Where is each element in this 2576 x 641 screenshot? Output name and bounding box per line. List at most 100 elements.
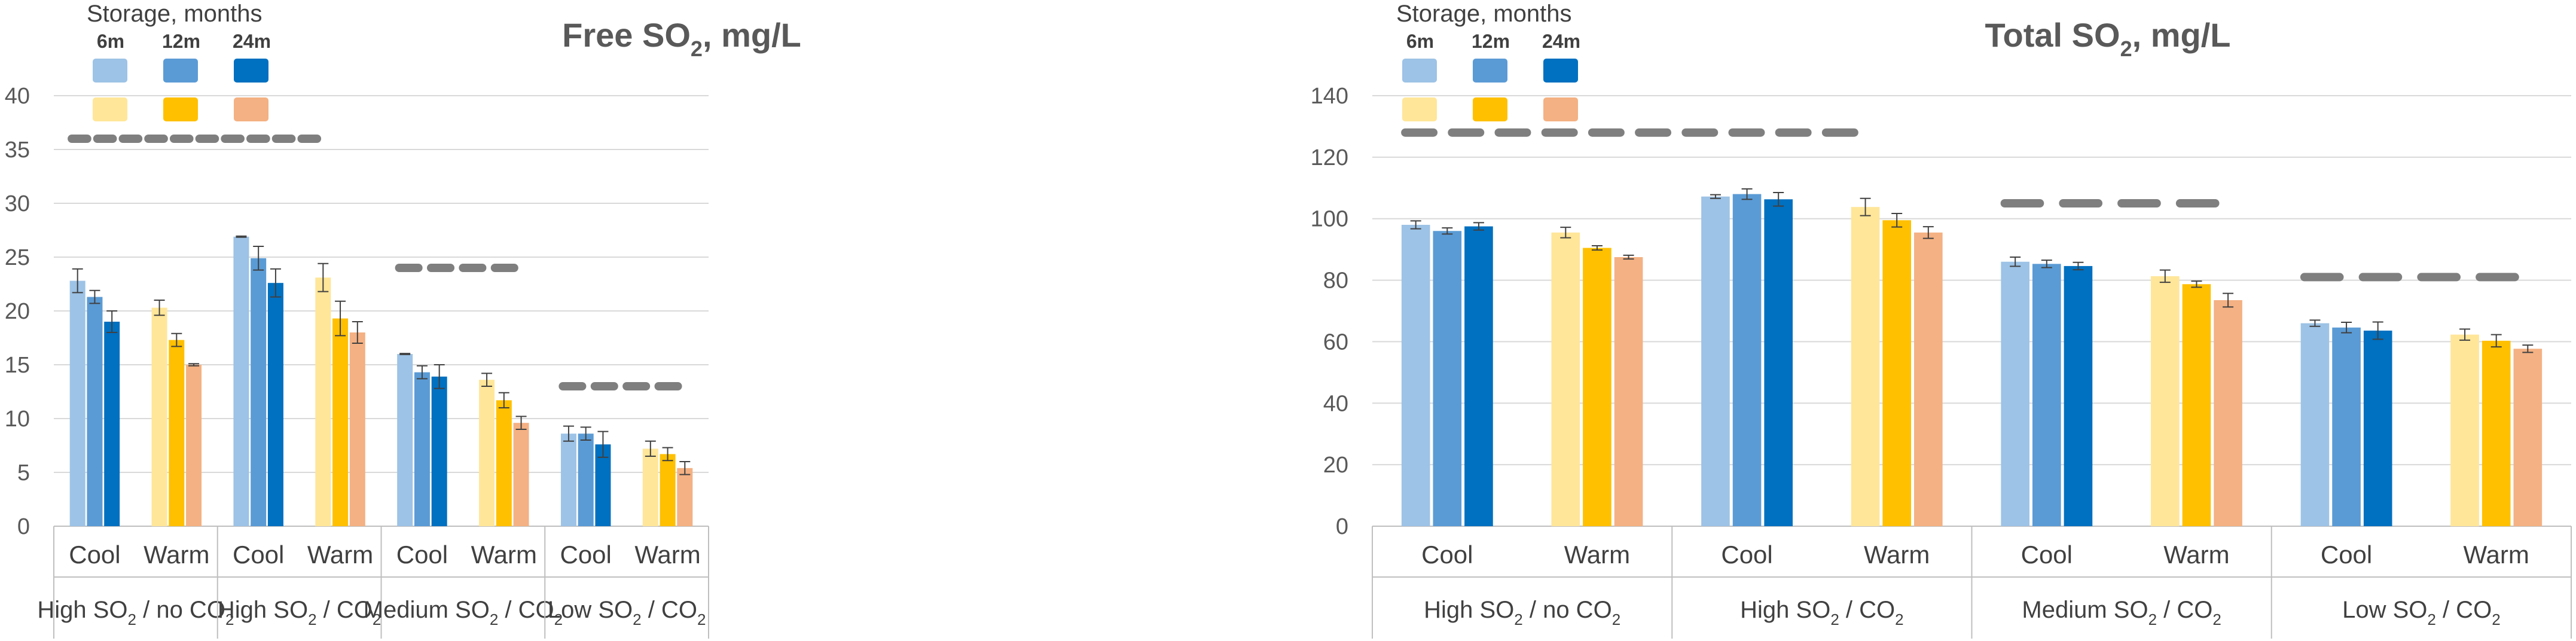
text-part: 2 <box>697 611 706 628</box>
y-tick-label: 40 <box>1323 391 1348 416</box>
group-label: High SO2 / no CO2 <box>1424 597 1620 628</box>
text-part: 2 <box>1830 611 1839 628</box>
category-label: Warm <box>1564 541 1630 569</box>
category-label: Cool <box>1721 541 1772 569</box>
bar <box>397 354 413 526</box>
legend-title: Storage, months <box>1396 1 1572 27</box>
y-tick-label: 25 <box>5 245 30 270</box>
y-tick-label: 140 <box>1311 84 1348 109</box>
bar <box>2001 261 2029 526</box>
legend-swatch-warm <box>1543 97 1578 121</box>
category-label: Cool <box>233 541 284 569</box>
bar <box>2064 265 2093 526</box>
y-tick-label: 80 <box>1323 268 1348 294</box>
bar <box>560 434 576 526</box>
bar <box>233 236 249 526</box>
category-label: Warm <box>144 541 209 569</box>
text-part: Low SO <box>548 597 633 623</box>
text-part: , mg/L <box>703 16 801 54</box>
legend-label: 24m <box>233 30 271 52</box>
group-label: High SO2 / no CO2 <box>37 597 234 628</box>
category-label: Cool <box>396 541 448 569</box>
category-label: Cool <box>560 541 611 569</box>
text-part: / CO <box>642 597 697 623</box>
category-label: Warm <box>2463 541 2529 569</box>
text-part: Low SO <box>2342 597 2427 623</box>
text-part: / CO <box>1839 597 1895 623</box>
bar <box>1914 232 1943 526</box>
bar <box>1401 225 1430 526</box>
text-part: 2 <box>633 611 641 628</box>
bar <box>2150 276 2180 526</box>
category-label: Cool <box>2321 541 2372 569</box>
group-label: High SO2 / CO2 <box>218 597 381 628</box>
bar <box>431 376 447 526</box>
bar <box>186 365 202 526</box>
bar <box>1464 226 1493 526</box>
text-part: High SO <box>1424 597 1514 623</box>
y-tick-label: 0 <box>1336 514 1348 539</box>
bar <box>2450 334 2479 526</box>
bar <box>1701 196 1730 527</box>
text-part: / no CO <box>1523 597 1612 623</box>
bar <box>513 423 529 526</box>
legend-swatch-cool <box>1402 59 1437 83</box>
category-label: Warm <box>307 541 373 569</box>
y-tick-label: 0 <box>17 514 30 539</box>
bar <box>104 322 120 526</box>
text-part: / no CO <box>136 597 225 623</box>
y-tick-label: 100 <box>1311 207 1348 232</box>
text-part: High SO <box>1740 597 1830 623</box>
text-part: , mg/L <box>2132 16 2231 54</box>
bar <box>1433 231 1462 526</box>
bar <box>2482 340 2511 526</box>
category-label: Warm <box>634 541 700 569</box>
y-tick-label: 10 <box>5 407 30 432</box>
legend-label: 12m <box>162 30 200 52</box>
bar <box>2513 349 2543 526</box>
text-part: 2 <box>1514 611 1522 628</box>
text-part: 2 <box>2427 611 2435 628</box>
bar <box>2032 264 2061 526</box>
text-part: / CO <box>317 597 373 623</box>
bar <box>315 277 331 526</box>
bar <box>69 280 86 526</box>
y-tick-label: 30 <box>5 191 30 216</box>
bar <box>2332 327 2361 526</box>
text-part: 2 <box>308 611 316 628</box>
bar <box>151 307 167 526</box>
bar <box>414 372 430 526</box>
y-tick-label: 60 <box>1323 329 1348 355</box>
text-part: 2 <box>128 611 136 628</box>
text-part: / CO <box>498 597 554 623</box>
category-label: Warm <box>1864 541 1930 569</box>
text-part: 2 <box>554 611 563 628</box>
bar <box>496 400 512 526</box>
legend-label: 6m <box>97 30 124 52</box>
category-label: Warm <box>471 541 537 569</box>
bar <box>169 340 185 526</box>
legend-swatch-warm <box>1473 97 1507 121</box>
legend-swatch-warm <box>234 97 268 121</box>
bar <box>1551 232 1580 526</box>
legend-swatch-warm <box>163 97 198 121</box>
bar <box>1583 248 1611 526</box>
bar <box>1764 199 1793 526</box>
text-part: / CO <box>2436 597 2492 623</box>
text-part: High SO <box>37 597 127 623</box>
text-part: 2 <box>2148 611 2157 628</box>
bar <box>251 258 267 526</box>
y-tick-label: 20 <box>5 299 30 324</box>
bar <box>578 434 594 526</box>
bar <box>677 468 693 526</box>
legend-swatch-warm <box>1402 97 1437 121</box>
text-part: Total SO <box>1985 16 2120 54</box>
group-label: Medium SO2 / CO2 <box>2022 597 2221 628</box>
group-label: Low SO2 / CO2 <box>2342 597 2501 628</box>
bar <box>1614 257 1643 526</box>
text-part: 2 <box>1612 611 1620 628</box>
bar <box>87 297 103 526</box>
